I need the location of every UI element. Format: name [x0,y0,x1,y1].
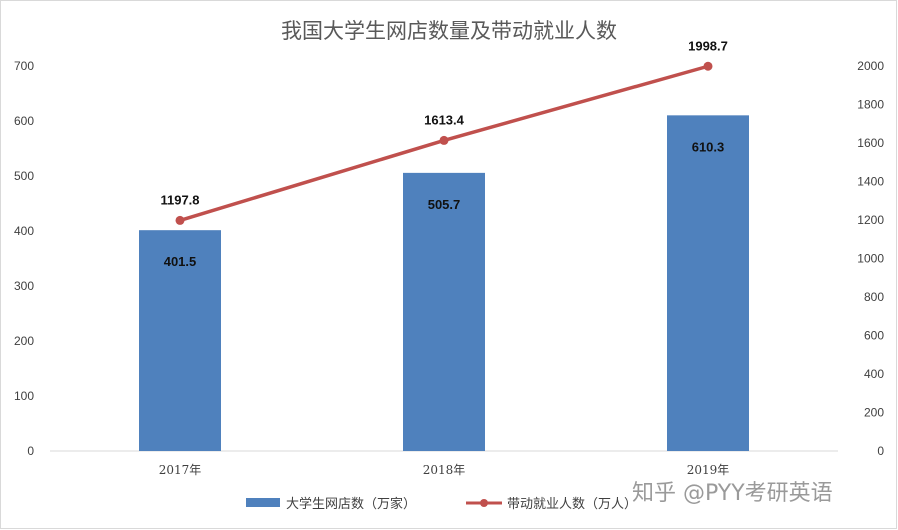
left-axis-tick-label: 0 [27,444,34,458]
line-data-label: 1613.4 [424,112,465,127]
line-series: 1197.8 1613.4 1998.7 [160,38,728,225]
legend-line-label: 带动就业人数（万人） [507,497,637,512]
category-label: 2019年 [687,463,730,477]
line-data-label: 1197.8 [160,192,199,207]
right-axis-tick-label: 400 [864,367,884,381]
bar-data-label: 610.3 [692,139,725,154]
left-axis-tick-label: 400 [14,224,34,238]
legend-line-marker [480,499,488,507]
right-axis-tick-label: 800 [864,290,884,304]
bar-series: 401.5 505.7 610.3 [139,115,749,452]
category-label: 2017年 [159,463,202,477]
left-axis-tick-label: 300 [14,279,34,293]
legend-bar-swatch [246,498,280,507]
right-axis-tick-label: 2000 [857,59,884,73]
category-label: 2018年 [423,463,466,477]
right-axis-tick-label: 200 [864,406,884,420]
left-axis-tick-label: 200 [14,334,34,348]
bar [667,115,749,452]
right-axis-tick-label: 1000 [857,252,884,266]
line-point [175,215,185,225]
line-point [703,61,713,71]
bar [139,230,221,451]
right-axis-tick-label: 1400 [857,175,884,189]
right-axis-ticks: 0 200 400 600 800 1000 1200 1400 1600 1800 2000 [857,59,884,458]
right-axis-tick-label: 0 [877,444,884,458]
chart-title: 我国大学生网店数量及带动就业人数 [281,19,617,43]
left-axis-tick-label: 100 [14,389,34,403]
bar-data-label: 401.5 [164,254,197,269]
right-axis-tick-label: 1600 [857,136,884,150]
right-axis-tick-label: 600 [864,329,884,343]
bar-data-label: 505.7 [428,197,461,212]
left-axis-ticks: 0 100 200 300 400 500 600 700 [14,59,34,458]
bar [403,172,485,452]
line-data-label: 1998.7 [688,38,728,53]
watermark-text: 知乎 @PYY考研英语 [632,481,833,506]
line-point [439,135,449,145]
left-axis-tick-label: 500 [14,169,34,183]
right-axis-tick-label: 1800 [857,98,884,112]
left-axis-tick-label: 700 [14,59,34,73]
legend: 大学生网店数（万家） 带动就业人数（万人） [246,496,637,512]
category-labels: 2017年 2018年 2019年 [159,463,730,477]
right-axis-tick-label: 1200 [857,213,884,227]
left-axis-tick-label: 600 [14,114,34,128]
legend-bar-label: 大学生网店数（万家） [286,496,416,512]
